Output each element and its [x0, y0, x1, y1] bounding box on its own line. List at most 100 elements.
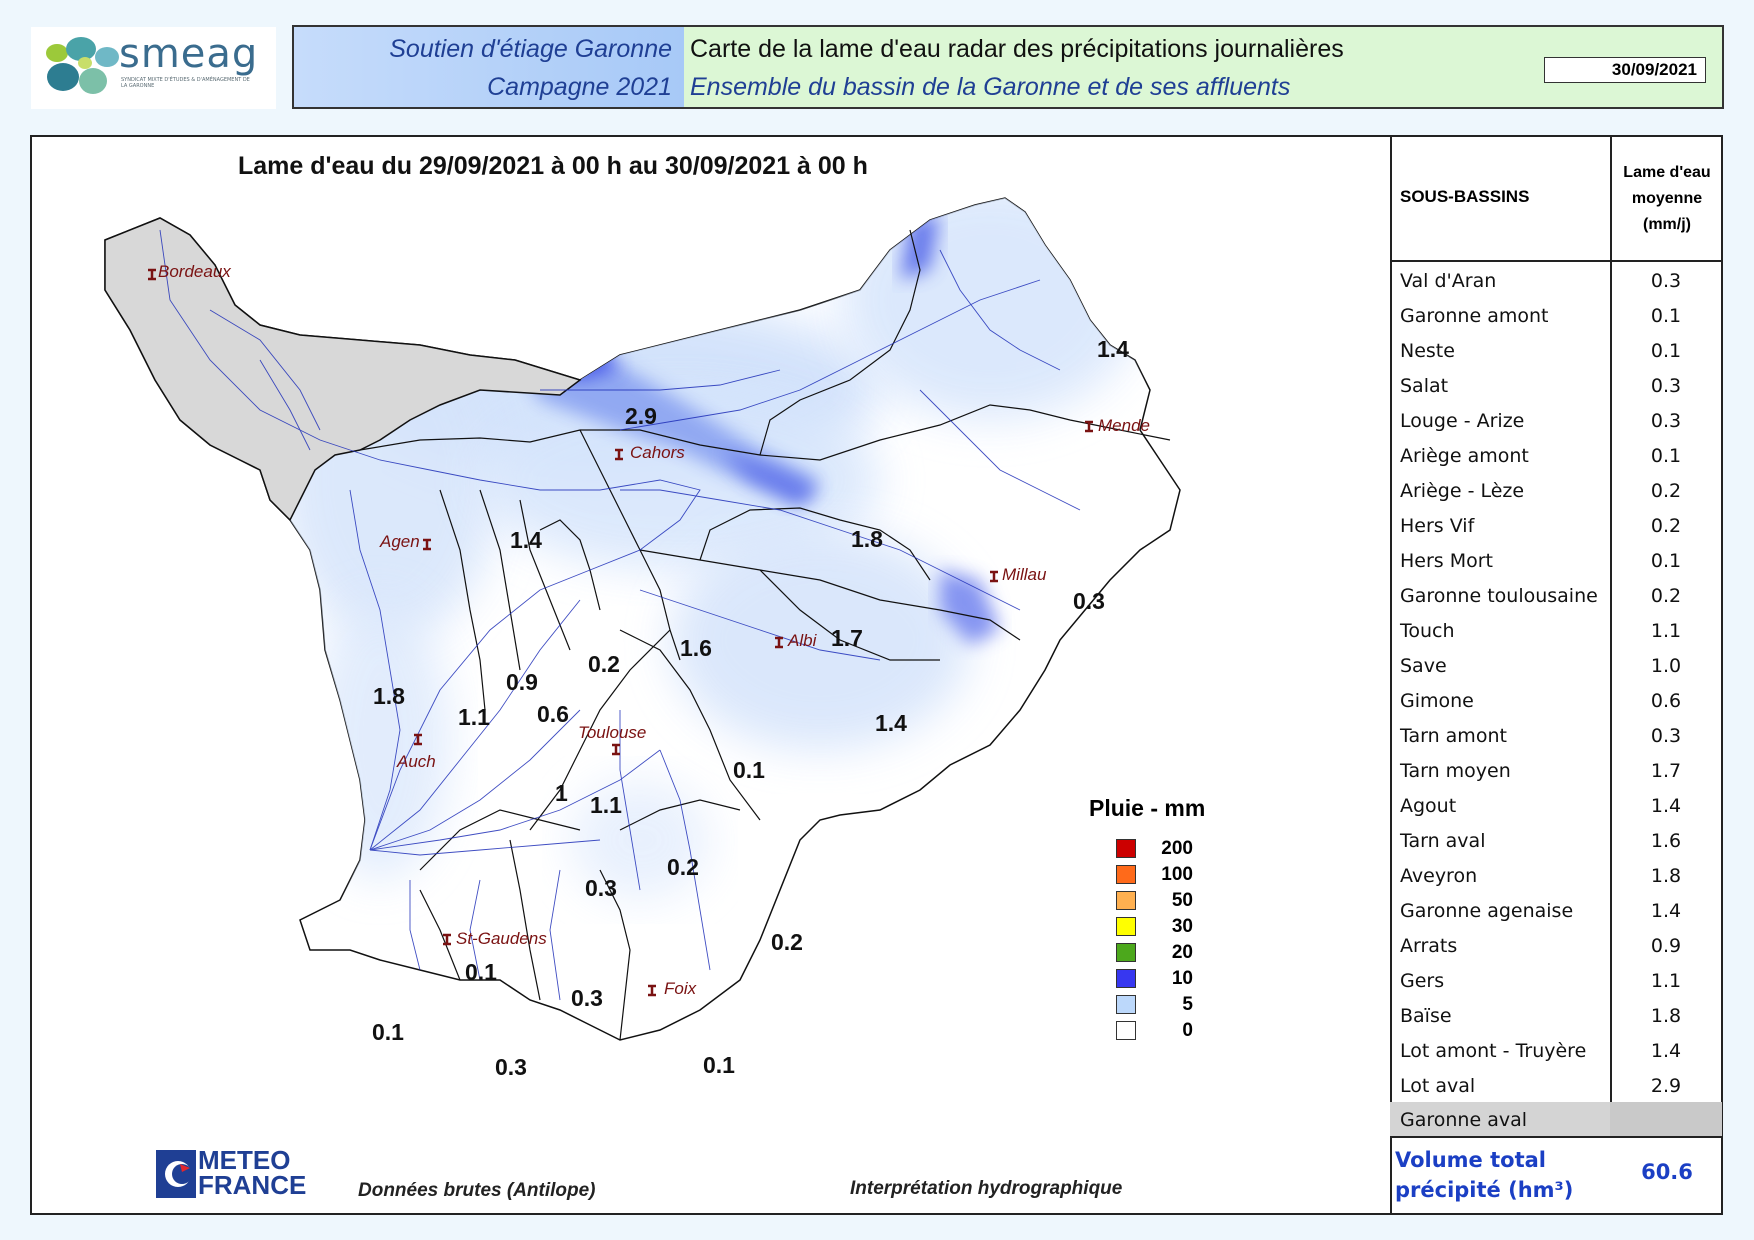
row-name: Garonne aval	[1400, 1109, 1528, 1131]
meteo-france-logo-icon	[156, 1150, 196, 1198]
svg-text:Auch: Auch	[396, 752, 436, 771]
row-name: Save	[1400, 655, 1447, 677]
legend-swatch	[1116, 865, 1136, 884]
total-label-line1: Volume total	[1395, 1148, 1546, 1172]
zone-value: 1.1	[458, 704, 490, 730]
table-row: Louge - Arize 0.3	[1390, 403, 1722, 438]
data-source-note: Données brutes (Antilope)	[358, 1180, 596, 1201]
row-name: Lot amont - Truyère	[1400, 1040, 1587, 1062]
row-value: 0.2	[1650, 515, 1682, 537]
smeag-logo: smeag Syndicat mixte d'études & d'aménag…	[31, 27, 276, 109]
row-value: 2.9	[1650, 1075, 1682, 1097]
row-value: 1.8	[1650, 1005, 1682, 1027]
legend-swatch	[1116, 917, 1136, 936]
row-name: Louge - Arize	[1400, 410, 1525, 432]
table-row: Agout 1.4	[1390, 788, 1722, 823]
row-value: 0.2	[1650, 480, 1682, 502]
legend-label: 100	[1161, 864, 1193, 885]
row-value: 0.3	[1650, 410, 1682, 432]
row-name: Gers	[1400, 970, 1445, 992]
france-word: FRANCE	[198, 1170, 307, 1200]
svg-text:Albi: Albi	[787, 631, 818, 650]
zone-value: 0.6	[537, 701, 569, 727]
total-volume-label: Volume total précipité (hm³)	[1395, 1145, 1573, 1205]
row-value: 0.3	[1650, 725, 1682, 747]
row-name: Salat	[1400, 375, 1449, 397]
table-row: Garonne agenaise 1.4	[1390, 893, 1722, 928]
zone-value: 1.7	[831, 625, 863, 651]
legend-label: 0	[1182, 1020, 1193, 1041]
row-value: 0.3	[1650, 375, 1682, 397]
zone-value: 0.1	[733, 757, 765, 783]
zone-value: 1.4	[875, 710, 907, 736]
legend-label: 10	[1171, 968, 1193, 989]
legend-swatch	[1116, 969, 1136, 988]
table-row: Salat 0.3	[1390, 368, 1722, 403]
zone-value: 0.2	[588, 651, 620, 677]
city-st-gaudens: St-Gaudens	[443, 929, 547, 948]
interpretation-note: Interprétation hydrographique	[850, 1178, 1123, 1199]
city-bordeaux: Bordeaux	[148, 262, 231, 281]
row-name: Lot aval	[1400, 1075, 1476, 1097]
table-header-divider	[1390, 260, 1722, 262]
header-left-panel: Soutien d'étiage Garonne Campagne 2021	[294, 27, 684, 107]
table-row: Tarn amont 0.3	[1390, 718, 1722, 753]
smeag-logo-mark-icon	[46, 37, 119, 94]
zone-value: 0.9	[506, 669, 538, 695]
zone-value: 0.3	[585, 875, 617, 901]
row-value: 0.6	[1650, 690, 1682, 712]
legend-swatch	[1116, 1021, 1136, 1040]
header-map-subtitle: Ensemble du bassin de la Garonne et de s…	[690, 73, 1291, 101]
row-value: 1.4	[1650, 795, 1682, 817]
header-campaign-title: Soutien d'étiage Garonne	[389, 35, 672, 63]
basin-map: Bordeaux Agen Cahors Mende Millau Albi T…	[104, 197, 1181, 1080]
table-row: Ariège - Lèze 0.2	[1390, 473, 1722, 508]
city-markers: Bordeaux Agen Cahors Mende Millau Albi T…	[148, 262, 1150, 998]
row-name: Tarn aval	[1400, 830, 1486, 852]
zone-value: 2.9	[625, 403, 657, 429]
no-data-cell	[1610, 1102, 1722, 1137]
row-value: 0.1	[1650, 305, 1682, 327]
legend-swatch	[1116, 995, 1136, 1014]
zone-value: 1.4	[1097, 336, 1129, 362]
table-row: Neste 0.1	[1390, 333, 1722, 368]
zone-value: 0.3	[1073, 588, 1105, 614]
table-header-subbasins: SOUS-BASSINS	[1400, 187, 1530, 206]
row-value: 1.6	[1650, 830, 1682, 852]
legend-swatch	[1116, 943, 1136, 962]
total-divider	[1390, 1136, 1722, 1138]
zone-value: 0.1	[465, 959, 497, 985]
row-name: Agout	[1400, 795, 1457, 817]
table-row: Hers Vif 0.2	[1390, 508, 1722, 543]
zone-value: 1.6	[680, 635, 712, 661]
legend-title: Pluie - mm	[1089, 795, 1206, 821]
svg-text:Mende: Mende	[1098, 416, 1150, 435]
header-banner: Soutien d'étiage Garonne Campagne 2021 C…	[292, 25, 1724, 109]
row-name: Hers Mort	[1400, 550, 1494, 572]
meteo-france-wordmark: METEO FRANCE	[198, 1147, 307, 1200]
city-agen: Agen	[379, 532, 431, 551]
zone-value: 1.8	[373, 683, 405, 709]
row-name: Touch	[1400, 620, 1455, 642]
row-value: 1.0	[1650, 655, 1682, 677]
table-row: Aveyron 1.8	[1390, 858, 1722, 893]
svg-text:Cahors: Cahors	[630, 443, 685, 462]
city-foix: Foix	[648, 979, 697, 998]
no-data-zone	[104, 217, 582, 522]
row-value: 1.1	[1650, 620, 1682, 642]
row-name: Hers Vif	[1400, 515, 1475, 537]
legend-label: 50	[1171, 890, 1193, 911]
row-value: 1.7	[1650, 760, 1682, 782]
map-title: Lame d'eau du 29/09/2021 à 00 h au 30/09…	[238, 152, 868, 180]
city-albi: Albi	[775, 631, 818, 650]
header-value-line1: Lame d'eau	[1623, 164, 1711, 181]
table-row-no-data: Garonne aval	[1390, 1102, 1722, 1137]
legend-label: 30	[1171, 916, 1193, 937]
row-value: 0.1	[1650, 550, 1682, 572]
table-row: Touch 1.1	[1390, 613, 1722, 648]
zone-value: 0.1	[372, 1019, 404, 1045]
table-column-divider	[1610, 137, 1612, 1136]
legend-label: 200	[1161, 838, 1193, 859]
row-name: Garonne amont	[1400, 305, 1549, 327]
table-row: Baïse 1.8	[1390, 998, 1722, 1033]
